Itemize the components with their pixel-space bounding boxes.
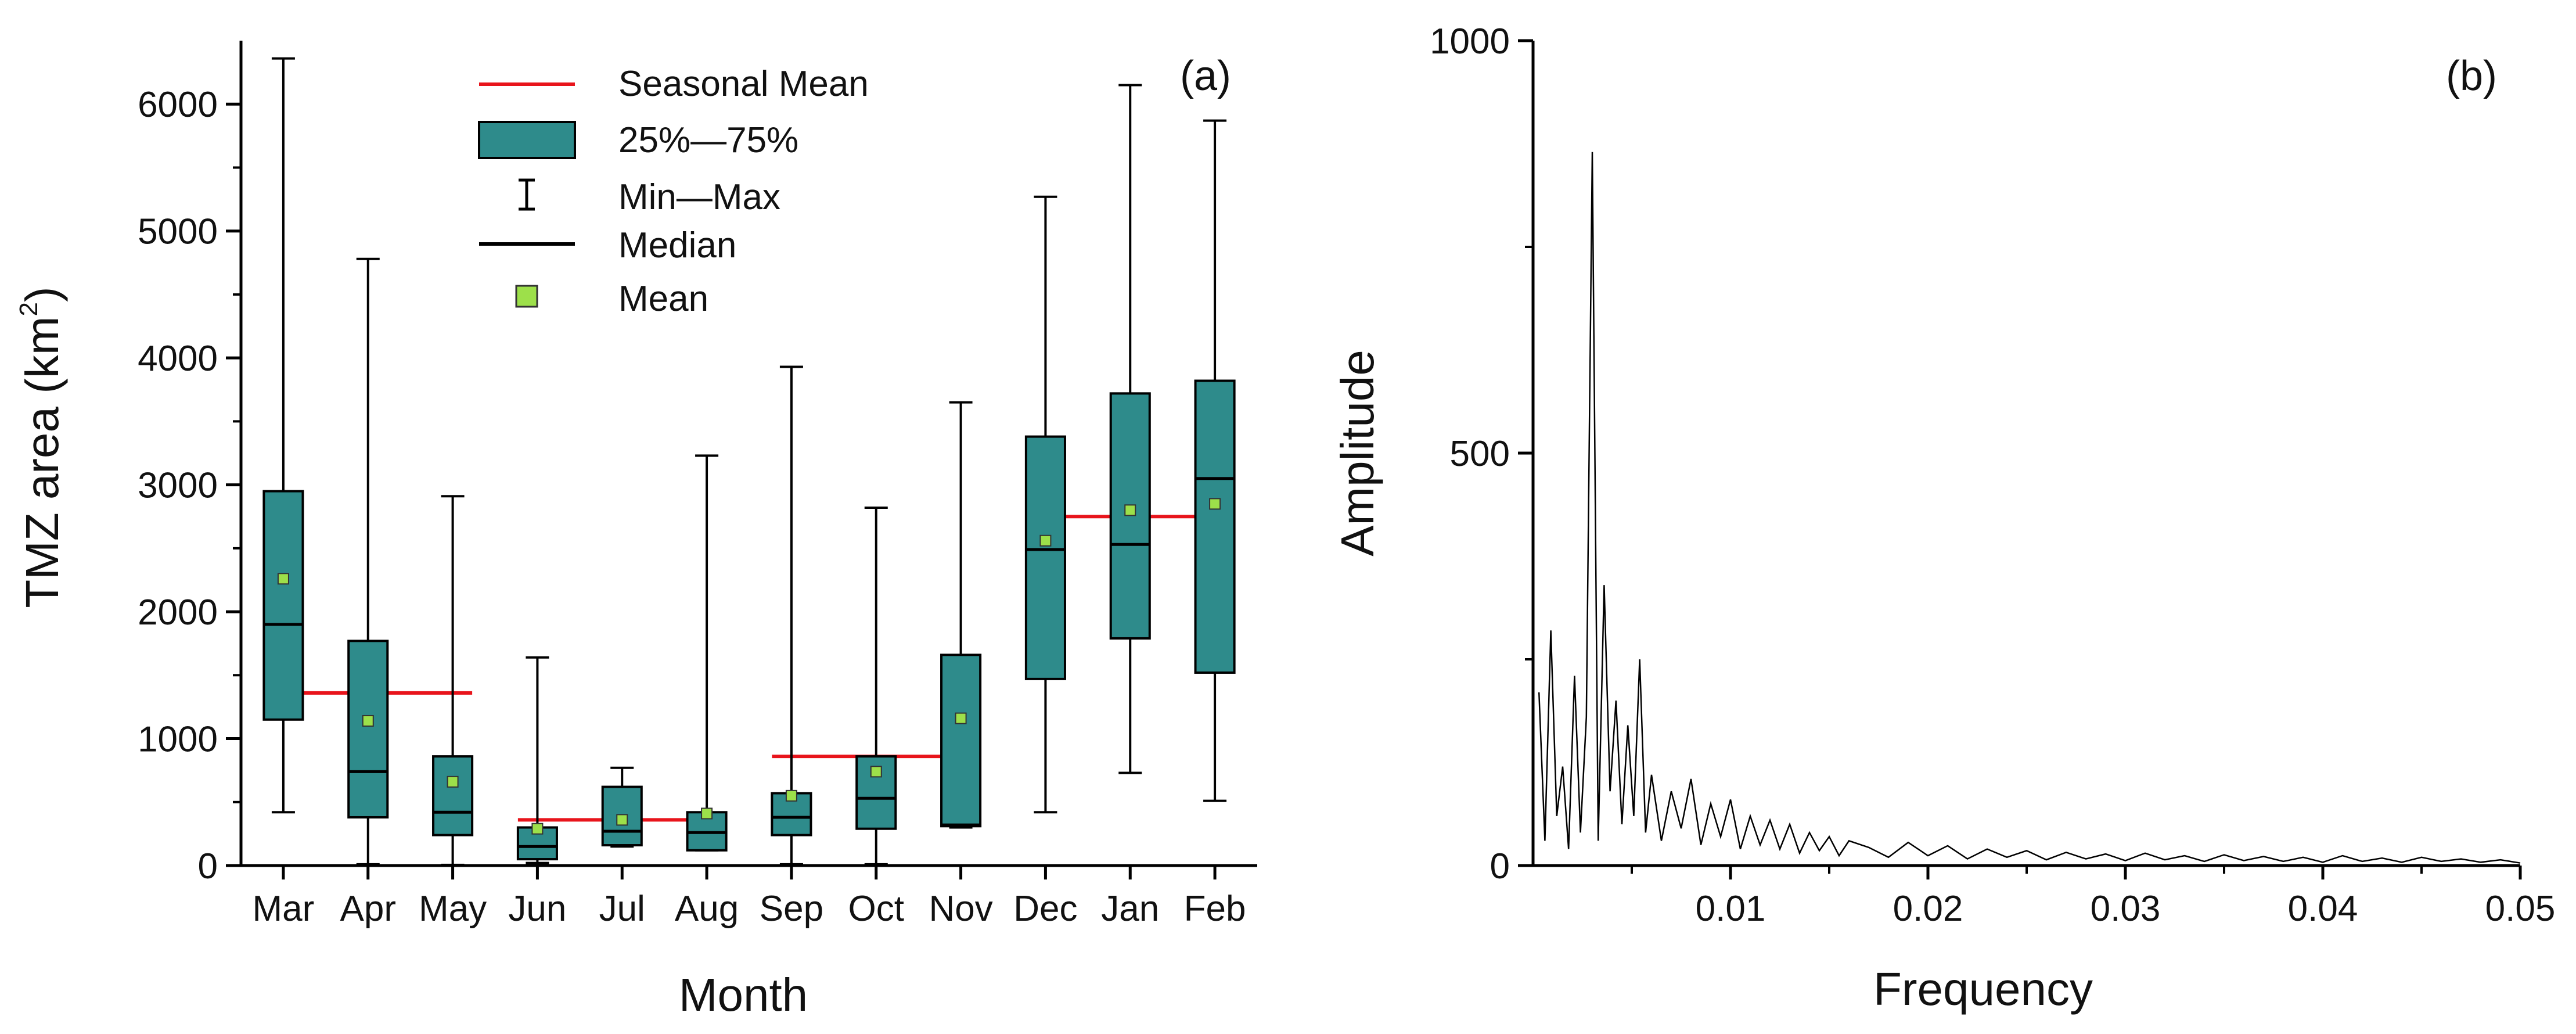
- legend-mean-symbol: [515, 285, 538, 308]
- legend-whisker-symbol: [519, 178, 535, 211]
- mean-marker: [362, 715, 374, 727]
- x-tick-label: Dec: [1013, 889, 1077, 929]
- legend: Seasonal Mean 25%—75% Min—Max Median Mea…: [478, 64, 869, 319]
- panel-b-xlabel: Frequency: [1873, 963, 2093, 1015]
- legend-iqr-label: 25%—75%: [618, 120, 798, 160]
- panel-a-ylabel: TMZ area (km2): [15, 286, 68, 608]
- mean-marker: [531, 823, 544, 835]
- box-iqr: [262, 490, 304, 721]
- x-tick-label: May: [419, 889, 487, 929]
- x-tick-label: Jul: [599, 889, 645, 929]
- y-tick-label: 0: [1490, 846, 1510, 886]
- y-tick-label: 0: [198, 846, 218, 886]
- panel-a-box-plot: 0 1000 2000 3000 4000 5000 6000 Mar Apr May Jun Ju…: [15, 41, 1257, 1021]
- y-tick-label: 1000: [138, 720, 218, 760]
- mean-marker: [616, 814, 628, 826]
- y-tick-label: 1000: [1430, 21, 1510, 62]
- y-tick-label: 6000: [138, 85, 218, 125]
- box-iqr: [432, 755, 474, 836]
- legend-seasonal-mean-label: Seasonal Mean: [618, 64, 869, 104]
- x-tick-label: 0.02: [1893, 889, 1963, 929]
- mean-marker: [277, 573, 289, 585]
- x-tick-label: 0.01: [1696, 889, 1766, 929]
- x-tick-label: Sep: [760, 889, 823, 929]
- x-tick-label: Oct: [848, 889, 904, 929]
- y-tick-label: 5000: [138, 212, 218, 252]
- mean-marker: [1124, 504, 1136, 516]
- panel-a-label: (a): [1180, 53, 1231, 99]
- y-tick-label: 2000: [138, 593, 218, 633]
- y-tick-label: 4000: [138, 339, 218, 379]
- box-iqr: [1194, 379, 1236, 674]
- mean-marker: [447, 775, 459, 788]
- panel-b-label: (b): [2446, 53, 2497, 99]
- legend-whisker-label: Min—Max: [618, 177, 780, 217]
- x-tick-label: Jun: [508, 889, 566, 929]
- x-tick-label: 0.04: [2288, 889, 2358, 929]
- x-tick-label: Jan: [1101, 889, 1159, 929]
- y-tick-label: 500: [1450, 434, 1510, 474]
- mean-marker: [1039, 534, 1052, 547]
- legend-iqr-symbol: [478, 121, 576, 159]
- box-iqr: [347, 640, 389, 818]
- panel-b-ylabel: Amplitude: [1332, 350, 1383, 557]
- panel-a-xlabel: Month: [679, 969, 808, 1021]
- mean-marker: [701, 807, 713, 820]
- mean-marker: [785, 789, 797, 802]
- x-tick-label: 0.05: [2485, 889, 2556, 929]
- mean-marker: [955, 712, 967, 724]
- x-tick-label: Feb: [1184, 889, 1246, 929]
- spectrum-line: [1538, 152, 2521, 864]
- x-tick-label: Apr: [340, 889, 396, 929]
- legend-median-label: Median: [618, 225, 736, 265]
- y-tick-label: 3000: [138, 466, 218, 506]
- mean-marker: [870, 766, 882, 778]
- box-iqr: [1024, 435, 1066, 680]
- box-iqr: [940, 654, 982, 828]
- mean-marker: [1209, 498, 1221, 510]
- legend-mean-label: Mean: [618, 279, 708, 319]
- x-tick-label: Mar: [253, 889, 315, 929]
- x-tick-label: Aug: [675, 889, 739, 929]
- x-tick-label: Nov: [929, 889, 992, 929]
- x-tick-label: 0.03: [2091, 889, 2161, 929]
